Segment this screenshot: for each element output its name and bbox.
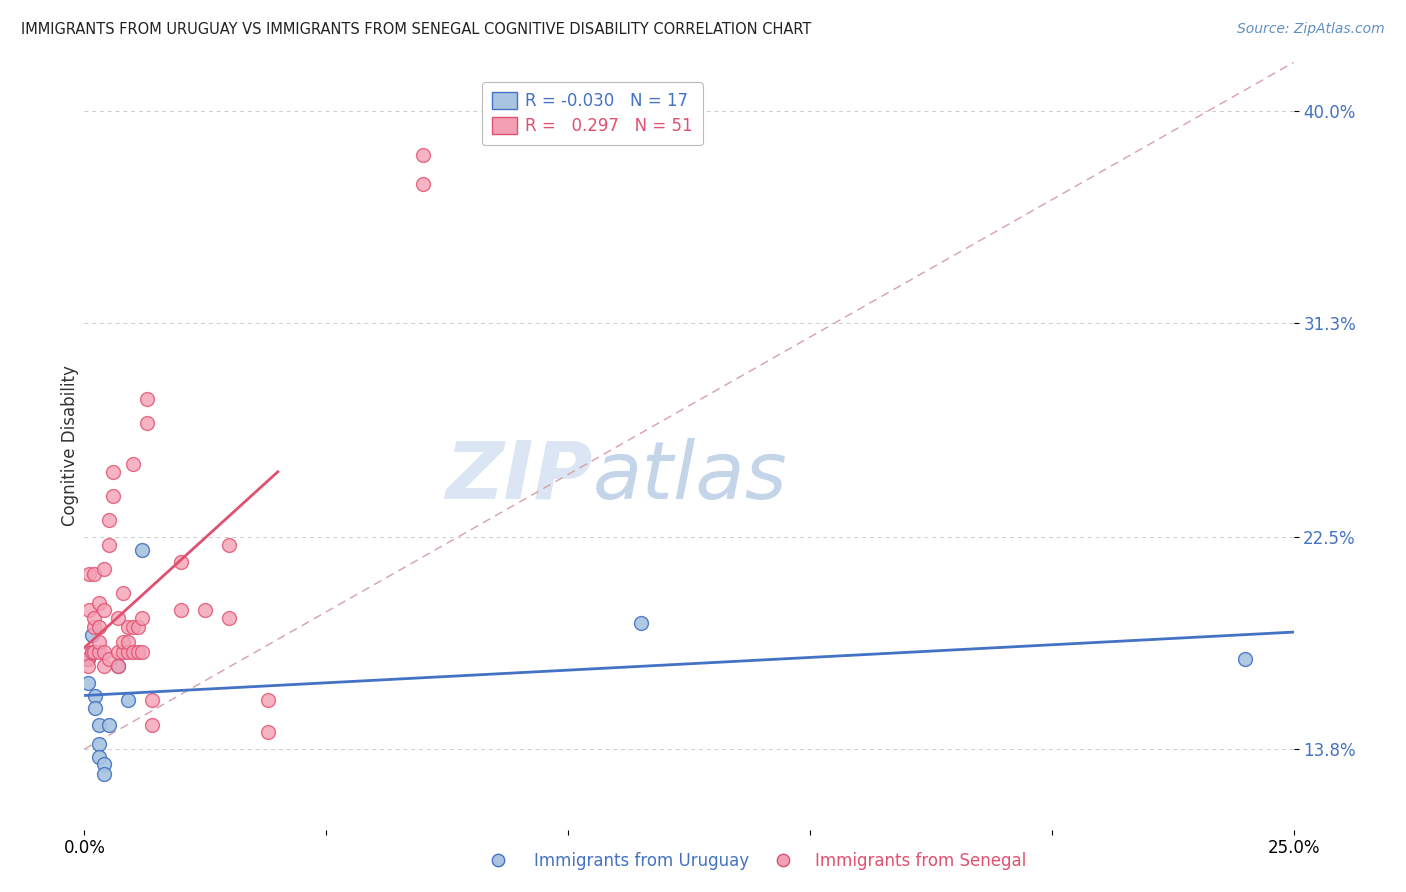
Point (112, 586, 135, 600)
Point (97, 718, 120, 732)
Point (87, 635, 110, 649)
Point (630, 615, 652, 630)
Point (772, 853, 794, 867)
Point (131, 610, 153, 624)
Point (218, 538, 240, 552)
Point (257, 693, 280, 707)
Text: Source: ZipAtlas.com: Source: ZipAtlas.com (1237, 22, 1385, 37)
Point (93, 645, 115, 659)
Legend: R = -0.030   N = 17, R =   0.297   N = 51: R = -0.030 N = 17, R = 0.297 N = 51 (482, 82, 703, 145)
Point (80, 628, 103, 642)
Point (121, 620, 143, 634)
Point (112, 635, 135, 649)
Point (93, 756, 115, 771)
Point (76, 652, 98, 666)
Point (80, 645, 103, 659)
Point (93, 603, 115, 617)
Point (93, 562, 115, 576)
Point (77, 652, 100, 666)
Point (93, 659, 115, 673)
Point (93, 766, 115, 780)
Point (117, 645, 139, 659)
Point (107, 645, 129, 659)
Point (87, 596, 110, 610)
Point (170, 555, 193, 569)
Point (141, 693, 163, 707)
Point (97, 538, 120, 552)
Point (486, 853, 509, 867)
Point (77, 603, 100, 617)
Text: Immigrants from Uruguay: Immigrants from Uruguay (534, 852, 749, 870)
Text: atlas: atlas (592, 438, 787, 516)
Point (107, 659, 129, 673)
Text: ZIP: ZIP (444, 438, 592, 516)
Point (121, 645, 143, 659)
Point (121, 457, 143, 471)
Point (103, 465, 125, 479)
Point (83, 610, 105, 624)
Point (87, 749, 110, 764)
Point (97, 652, 120, 666)
Point (136, 392, 159, 406)
Point (1234, 652, 1257, 666)
Point (87, 737, 110, 751)
Text: IMMIGRANTS FROM URUGUAY VS IMMIGRANTS FROM SENEGAL COGNITIVE DISABILITY CORRELAT: IMMIGRANTS FROM URUGUAY VS IMMIGRANTS FR… (21, 22, 811, 37)
Point (136, 416, 159, 430)
Point (131, 542, 153, 557)
Point (127, 645, 149, 659)
Point (87, 718, 110, 732)
Point (127, 620, 149, 634)
Point (257, 725, 280, 739)
Point (117, 620, 139, 634)
Point (97, 513, 120, 527)
Point (87, 620, 110, 634)
Point (194, 603, 217, 617)
Point (412, 148, 434, 162)
Point (131, 645, 153, 659)
Y-axis label: Cognitive Disability: Cognitive Disability (60, 366, 79, 526)
Point (170, 603, 193, 617)
Text: Immigrants from Senegal: Immigrants from Senegal (815, 852, 1026, 870)
Point (117, 693, 139, 707)
Point (77, 566, 100, 581)
Point (84, 689, 107, 703)
Point (77, 676, 100, 690)
Point (117, 635, 139, 649)
Point (87, 645, 110, 659)
Point (112, 645, 135, 659)
Point (218, 610, 240, 624)
Point (84, 700, 107, 714)
Point (107, 659, 129, 673)
Point (80, 645, 103, 659)
Point (141, 718, 163, 732)
Point (107, 610, 129, 624)
Point (412, 178, 434, 192)
Point (103, 489, 125, 503)
Point (83, 566, 105, 581)
Point (83, 620, 105, 634)
Point (83, 645, 105, 659)
Point (77, 659, 100, 673)
